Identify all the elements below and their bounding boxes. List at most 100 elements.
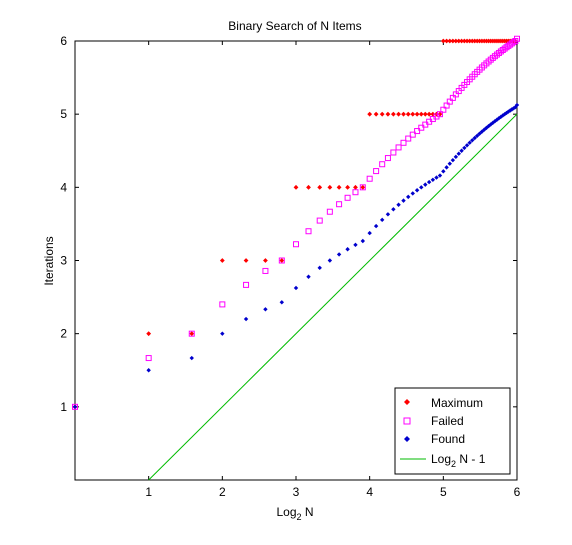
point-found — [401, 198, 406, 203]
legend-box — [394, 387, 511, 475]
point-found — [509, 107, 515, 112]
point-maximum — [367, 111, 373, 117]
point-failed — [409, 131, 416, 138]
x-tick-label: 4 — [366, 485, 373, 499]
point-failed — [352, 189, 359, 196]
point-found — [360, 238, 366, 244]
point-found — [279, 300, 285, 305]
point-found — [336, 252, 342, 257]
point-maximum — [327, 184, 333, 190]
y-tick-label: 5 — [60, 107, 67, 121]
point-failed — [243, 281, 250, 288]
series-layer — [72, 35, 520, 481]
point-maximum — [353, 184, 358, 190]
point-failed — [395, 144, 402, 151]
point-found — [373, 223, 379, 229]
point-failed — [405, 135, 412, 142]
point-failed — [446, 98, 453, 105]
point-maximum — [464, 38, 470, 44]
point-maximum — [401, 111, 406, 117]
legend-entry-line: Log2 N - 1 — [400, 452, 486, 469]
point-maximum — [467, 38, 473, 44]
point-failed — [219, 301, 226, 308]
point-maximum — [263, 258, 268, 263]
point-found — [453, 154, 459, 160]
point-found — [488, 122, 493, 127]
point-found — [459, 148, 464, 153]
point-maximum — [410, 111, 416, 117]
point-maximum — [405, 111, 411, 117]
legend-label-found: Found — [431, 432, 465, 446]
point-found — [447, 161, 452, 166]
point-found — [406, 194, 411, 200]
point-maximum — [414, 111, 420, 117]
point-found — [306, 274, 311, 279]
point-maximum — [385, 111, 391, 117]
point-found — [434, 175, 439, 180]
point-found — [396, 202, 401, 207]
point-failed — [514, 35, 520, 42]
legend-marker-maximum — [404, 399, 410, 405]
point-found — [317, 265, 322, 271]
point-maximum — [336, 184, 342, 190]
point-maximum — [440, 38, 446, 44]
y-tick-label: 1 — [60, 400, 67, 414]
point-found — [430, 177, 436, 182]
point-failed — [510, 39, 517, 46]
point-maximum — [453, 38, 459, 44]
x-tick-label: 5 — [440, 485, 447, 499]
point-found — [72, 404, 78, 410]
legend-marker-failed — [403, 417, 411, 425]
point-maximum — [189, 331, 195, 337]
point-maximum — [444, 38, 450, 44]
x-tick-label: 3 — [293, 485, 300, 499]
x-axis-label: Log2 N — [276, 505, 313, 522]
point-found — [410, 191, 415, 196]
point-found — [345, 247, 350, 252]
y-tick-label: 2 — [60, 327, 67, 341]
point-failed — [414, 128, 421, 135]
legend-entry-failed: Failed — [403, 414, 464, 428]
point-failed — [344, 194, 351, 201]
point-maximum — [219, 258, 225, 263]
point-found — [385, 212, 391, 217]
point-maximum — [390, 111, 396, 117]
point-failed — [326, 208, 333, 215]
series-line-log2n-minus-1 — [148, 113, 518, 481]
legend-entry-found: Found — [404, 432, 465, 446]
point-found — [474, 133, 480, 138]
point-found — [441, 169, 446, 174]
point-maximum — [456, 38, 462, 44]
y-axis-label: Iterations — [42, 236, 56, 285]
legend-entry-maximum: Maximum — [404, 396, 483, 410]
point-maximum — [146, 331, 152, 337]
point-found — [423, 182, 428, 187]
series-found — [72, 102, 520, 410]
legend-label-line: Log2 N - 1 — [431, 452, 486, 469]
point-found — [462, 145, 467, 151]
y-tick-label: 6 — [60, 34, 67, 48]
legend-marker-found — [404, 436, 410, 442]
point-failed — [316, 217, 323, 224]
point-maximum — [317, 184, 323, 190]
point-maximum — [373, 111, 379, 117]
legend: Maximum Failed Found Log2 N - 1 — [394, 387, 511, 475]
point-maximum — [379, 111, 385, 117]
point-failed — [188, 330, 195, 337]
point-maximum — [461, 38, 467, 44]
point-failed — [278, 257, 285, 264]
point-found — [189, 355, 194, 361]
point-maximum — [306, 184, 311, 190]
point-found — [220, 331, 225, 336]
point-failed — [72, 403, 78, 410]
point-found — [456, 151, 461, 156]
point-maximum — [279, 258, 285, 263]
point-failed — [359, 184, 366, 191]
x-tick-label: 1 — [145, 485, 152, 499]
point-found — [490, 120, 496, 125]
point-maximum — [459, 38, 464, 44]
axis-ticks: 1 2 3 4 5 6 1 2 3 4 5 6 — [60, 34, 520, 499]
point-failed — [366, 175, 373, 182]
point-found — [293, 285, 299, 291]
